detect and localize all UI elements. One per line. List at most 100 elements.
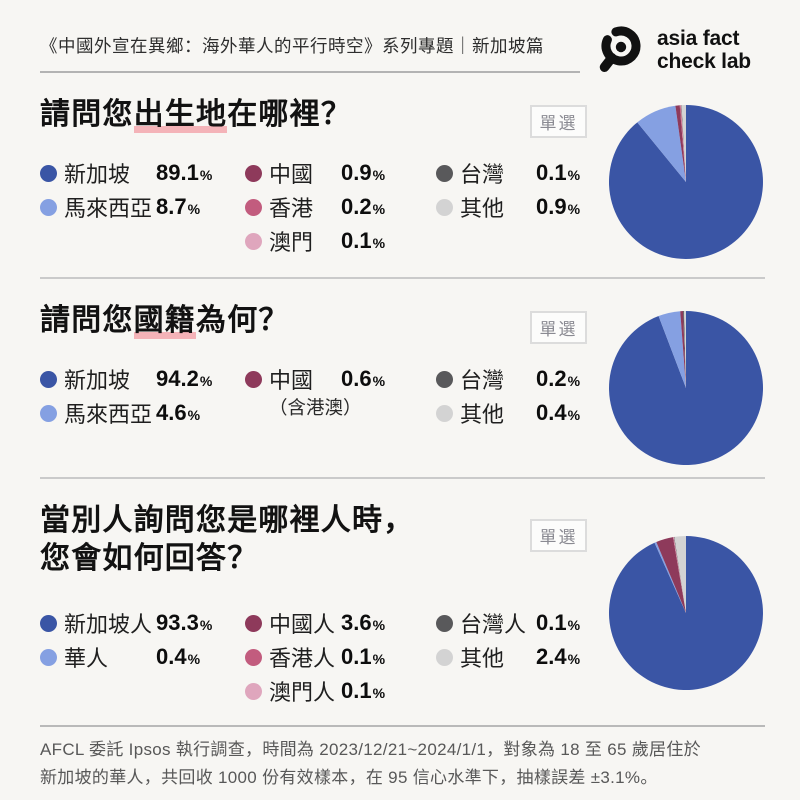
legend-item: 馬來西亞 8.7% (40, 190, 212, 224)
legend-item: 中國人 3.6% (245, 606, 385, 640)
legend-label: 中國 (269, 162, 314, 187)
legend-value: 0.9% (536, 194, 581, 219)
legend-item: 澳門 0.1% (245, 224, 385, 258)
percent-sign: % (567, 651, 581, 667)
percent-sign: % (567, 407, 581, 423)
legend-column: 台灣人 0.1% 其他 2.4% (436, 606, 580, 674)
legend-item: 香港人 0.1% (245, 640, 385, 674)
legend-color-dot (245, 648, 262, 666)
pie-slice-0 (608, 105, 763, 259)
percent-sign: % (372, 685, 386, 701)
legend-label: 其他 (460, 402, 505, 427)
legend-color-dot (40, 404, 57, 422)
legend-item: 新加坡人 93.3% (40, 606, 212, 640)
highlighted-term: 國籍 (133, 304, 197, 339)
header-divider (40, 71, 580, 73)
percent-sign: % (372, 167, 386, 183)
pie-slice-4 (680, 105, 686, 182)
percent-sign: % (187, 651, 201, 667)
legend-value: 3.6% (341, 610, 386, 635)
legend-color-dot (245, 232, 262, 250)
logo-wordmark: asia fact check lab (657, 28, 751, 73)
single-choice-badge-2: 單選 (530, 311, 587, 344)
legend-color-dot (436, 164, 453, 182)
legend-value: 4.6% (156, 400, 201, 425)
legend-item: 台灣人 0.1% (436, 606, 580, 640)
logo-line-1: asia fact (657, 27, 740, 51)
pie-slice-4 (684, 310, 686, 388)
legend-label: 其他 (460, 196, 505, 221)
legend-color-dot (245, 198, 262, 216)
legend-value: 0.1% (341, 228, 386, 253)
percent-sign: % (372, 617, 386, 633)
legend-column: 台灣 0.1% 其他 0.9% (436, 156, 580, 224)
percent-sign: % (372, 373, 386, 389)
legend-label: 香港 (269, 196, 314, 221)
pie-slice-3 (673, 537, 686, 613)
percent-sign: % (372, 651, 386, 667)
legend-color-dot (436, 370, 453, 388)
legend-value: 0.1% (536, 160, 581, 185)
pie-slice-1 (658, 311, 686, 388)
legend-item: 台灣 0.1% (436, 156, 580, 190)
legend-color-dot (40, 648, 57, 666)
pie-chart-3 (608, 536, 763, 690)
legend-label: 新加坡 (64, 162, 131, 187)
legend-color-dot (436, 648, 453, 666)
pie-slice-3 (679, 105, 686, 182)
highlighted-term: 出生地 (133, 98, 228, 133)
legend-color-dot (245, 370, 262, 388)
legend-value: 0.1% (341, 644, 386, 669)
legend-item: 中國 0.9% (245, 156, 385, 190)
pie-slice-6 (674, 536, 686, 613)
legend-label: 華人 (64, 646, 109, 671)
footer-divider (40, 725, 765, 727)
footer-note-line-1: AFCL 委託 Ipsos 執行調查，時間為 2023/12/21~2024/1… (40, 740, 701, 759)
pie-slice-1 (654, 541, 686, 613)
legend-item: 新加坡 94.2% (40, 362, 212, 396)
title-text: 當別人詢問您是哪裡人時， (40, 504, 415, 537)
legend-color-dot (245, 682, 262, 700)
legend-value: 94.2% (156, 366, 213, 391)
legend-item: 馬來西亞 4.6% (40, 396, 212, 430)
legend-value: 89.1% (156, 160, 213, 185)
pie-slice-2 (680, 311, 686, 388)
pie-slice-4 (673, 536, 686, 613)
footer-note-line-2: 新加坡的華人，共回收 1000 份有效樣本，在 95 信心水準下，抽樣誤差 ±3… (40, 768, 658, 787)
legend-label: 澳門 (269, 230, 314, 255)
single-choice-badge-3: 單選 (530, 519, 587, 552)
percent-sign: % (187, 407, 201, 423)
legend-label: 香港人 (269, 646, 336, 671)
pie-chart-1 (608, 104, 763, 259)
percent-sign: % (567, 373, 581, 389)
legend-item: 澳門人 0.1% (245, 674, 385, 708)
afcl-logo: asia fact check lab (594, 22, 751, 80)
legend-color-dot (40, 164, 57, 182)
legend-color-dot (40, 198, 57, 216)
legend-value: 0.1% (341, 678, 386, 703)
question-title-3: 當別人詢問您是哪裡人時， 您會如何回答？ (40, 502, 414, 578)
pie-slice-0 (608, 536, 763, 690)
pie-slice-0 (609, 311, 764, 465)
legend-value: 93.3% (156, 610, 213, 635)
section-divider-1 (40, 277, 765, 279)
legend-label: 其他 (460, 646, 505, 671)
legend-label: 台灣人 (460, 612, 527, 637)
legend-item: 其他 2.4% (436, 640, 580, 674)
legend-column: 台灣 0.2% 其他 0.4% (436, 362, 580, 430)
percent-sign: % (199, 617, 213, 633)
legend-label: 台灣 (460, 368, 505, 393)
legend-color-dot (436, 404, 453, 422)
percent-sign: % (199, 373, 213, 389)
legend-label: 澳門人 (269, 680, 336, 705)
legend-value: 0.1% (536, 610, 581, 635)
legend-value: 0.4% (156, 644, 201, 669)
legend-item: 中國 0.6% (245, 362, 385, 396)
percent-sign: % (567, 617, 581, 633)
title-text: 在哪裡？ (227, 98, 353, 131)
legend-value: 2.4% (536, 644, 581, 669)
section-divider-2 (40, 477, 765, 479)
single-choice-badge-1: 單選 (530, 105, 587, 138)
legend-color-dot (40, 370, 57, 388)
legend-column: 中國 0.6% （含港澳） (245, 362, 385, 420)
